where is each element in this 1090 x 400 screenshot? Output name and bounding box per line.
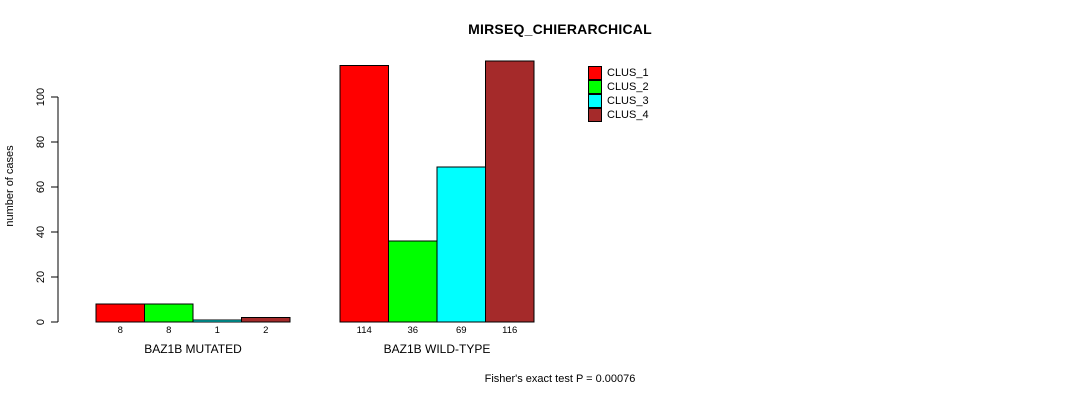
bar-baz1b-wild-type-clus-3	[436, 166, 486, 323]
legend-label: CLUS_1	[607, 67, 649, 79]
bar-value-label: 116	[502, 325, 517, 336]
bar-value-label: 114	[357, 325, 372, 336]
legend-label: CLUS_3	[607, 95, 649, 107]
y-tick-label: 100	[35, 88, 47, 106]
legend-item-clus-1: CLUS_1	[588, 66, 649, 80]
legend-item-clus-4: CLUS_4	[588, 108, 649, 122]
legend-swatch-icon	[588, 66, 602, 80]
chart-title: MIRSEQ_CHIERARCHICAL	[468, 21, 652, 37]
bar-baz1b-wild-type-clus-4	[485, 60, 535, 323]
bar-value-label: 2	[263, 325, 268, 336]
bar-value-label: 8	[166, 325, 171, 336]
y-tick-label: 20	[35, 271, 47, 283]
legend-label: CLUS_2	[607, 81, 649, 93]
legend-item-clus-3: CLUS_3	[588, 94, 649, 108]
bar-baz1b-mutated-clus-4	[241, 317, 291, 323]
bar-baz1b-wild-type-clus-1	[339, 65, 389, 323]
stat-annotation: Fisher's exact test P = 0.00076	[484, 373, 636, 385]
legend-swatch-icon	[588, 80, 602, 94]
legend-item-clus-2: CLUS_2	[588, 80, 649, 94]
legend: CLUS_1 CLUS_2 CLUS_3 CLUS_4	[588, 66, 649, 122]
y-tick-label: 80	[35, 136, 47, 148]
y-tick-label: 40	[35, 226, 47, 238]
bar-baz1b-mutated-clus-3	[192, 319, 242, 323]
group-label: BAZ1B WILD-TYPE	[384, 342, 491, 356]
bar-value-label: 69	[456, 325, 467, 336]
legend-swatch-icon	[588, 108, 602, 122]
bar-baz1b-mutated-clus-2	[144, 303, 194, 323]
legend-label: CLUS_4	[607, 109, 649, 121]
legend-swatch-icon	[588, 94, 602, 108]
y-tick-label: 60	[35, 181, 47, 193]
bar-baz1b-wild-type-clus-2	[388, 240, 438, 323]
bar-value-label: 8	[118, 325, 123, 336]
bar-value-label: 36	[407, 325, 418, 336]
bar-value-label: 1	[215, 325, 220, 336]
group-label: BAZ1B MUTATED	[144, 342, 242, 356]
y-tick-label: 0	[35, 319, 47, 325]
bar-baz1b-mutated-clus-1	[95, 303, 145, 323]
